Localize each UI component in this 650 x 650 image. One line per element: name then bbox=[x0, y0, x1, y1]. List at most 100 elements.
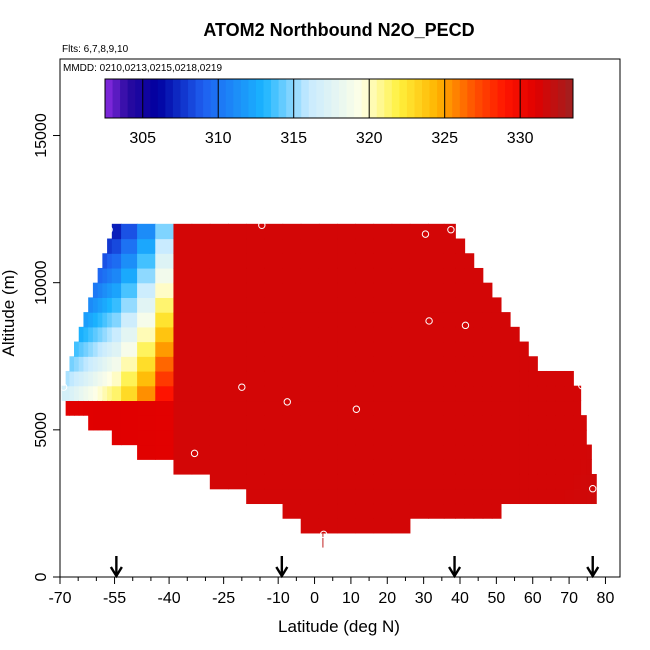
colorbar-segment bbox=[565, 79, 574, 118]
heatmap-cell bbox=[564, 385, 574, 402]
colorbar-segment bbox=[459, 79, 468, 118]
heatmap-cell bbox=[228, 473, 247, 490]
heatmap-cell bbox=[191, 253, 211, 269]
heatmap-cell bbox=[586, 444, 592, 460]
heatmap-cell bbox=[528, 429, 538, 446]
heatmap-cell bbox=[246, 238, 265, 254]
heatmap-cell bbox=[102, 400, 108, 416]
heatmap-cell bbox=[209, 238, 229, 254]
heatmap-cell bbox=[111, 415, 122, 431]
heatmap-cell bbox=[191, 370, 211, 387]
heatmap-cell bbox=[61, 385, 67, 402]
heatmap-cell bbox=[443, 400, 456, 416]
heatmap-cell bbox=[264, 238, 284, 254]
heatmap-cell bbox=[300, 385, 320, 402]
heatmap-cell bbox=[137, 238, 156, 254]
heatmap-cell bbox=[88, 370, 94, 387]
heatmap-cell bbox=[173, 312, 193, 328]
heatmap-cell bbox=[355, 400, 375, 416]
heatmap-cell bbox=[97, 385, 103, 402]
heatmap-cell bbox=[65, 370, 71, 387]
heatmap-cell bbox=[455, 473, 466, 490]
heatmap-cell bbox=[318, 370, 338, 387]
heatmap-cell bbox=[491, 429, 502, 446]
heatmap-cell bbox=[246, 444, 265, 460]
heatmap-cell bbox=[78, 370, 85, 387]
chart-title: ATOM2 Northbound N2O_PECD bbox=[203, 20, 474, 40]
colorbar-segment bbox=[172, 79, 181, 118]
heatmap-cell bbox=[191, 444, 211, 460]
heatmap-cell bbox=[121, 282, 138, 298]
heatmap-cell bbox=[74, 356, 80, 372]
direction-arrow bbox=[448, 556, 462, 579]
heatmap-cell bbox=[121, 415, 138, 431]
colorbar-segment bbox=[467, 79, 476, 118]
heatmap-cell bbox=[155, 370, 175, 387]
heatmap-cell bbox=[65, 400, 71, 416]
heatmap-cell bbox=[173, 253, 193, 269]
heatmap-cell bbox=[246, 400, 265, 416]
heatmap-cell bbox=[97, 415, 103, 431]
heatmap-cell bbox=[500, 370, 511, 387]
heatmap-cell bbox=[246, 370, 265, 387]
heatmap-cell bbox=[428, 253, 445, 269]
heatmap-cell bbox=[510, 385, 520, 402]
heatmap-cell bbox=[546, 459, 557, 475]
heatmap-cell bbox=[111, 297, 122, 313]
heatmap-cell bbox=[373, 326, 393, 343]
heatmap-cell bbox=[74, 385, 80, 402]
heatmap-cell bbox=[355, 253, 375, 269]
heatmap-cell bbox=[228, 341, 247, 357]
heatmap-cell bbox=[337, 488, 356, 505]
heatmap-cell bbox=[209, 267, 229, 284]
heatmap-cell bbox=[409, 473, 429, 490]
colorbar-segment bbox=[474, 79, 483, 118]
heatmap-cell bbox=[510, 488, 520, 505]
colorbar-segment bbox=[157, 79, 166, 118]
heatmap-cell bbox=[473, 297, 484, 313]
heatmap-cell bbox=[83, 312, 89, 328]
colorbar-segment bbox=[346, 79, 355, 118]
heatmap-cell bbox=[137, 429, 156, 446]
heatmap-cell bbox=[282, 488, 302, 505]
heatmap-cell bbox=[355, 503, 375, 519]
heatmap-cell bbox=[455, 400, 466, 416]
heatmap-cell bbox=[500, 444, 511, 460]
colorbar-segment bbox=[452, 79, 461, 118]
heatmap-cell bbox=[355, 267, 375, 284]
heatmap-cell bbox=[591, 473, 597, 490]
heatmap-cell bbox=[173, 282, 193, 298]
heatmap-cell bbox=[69, 400, 75, 416]
heatmap-cell bbox=[455, 385, 466, 402]
heatmap-cell bbox=[428, 356, 445, 372]
colorbar-segment bbox=[120, 79, 129, 118]
heatmap-cell bbox=[500, 400, 511, 416]
x-tick-label: 80 bbox=[597, 590, 615, 607]
colorbar-segment bbox=[278, 79, 287, 118]
heatmap-cell bbox=[228, 238, 247, 254]
y-axis: 0 5000 10000 15000 bbox=[33, 113, 60, 581]
heatmap-cell bbox=[137, 326, 156, 343]
heatmap-cell bbox=[191, 356, 211, 372]
heatmap-cell bbox=[409, 429, 429, 446]
heatmap-cell bbox=[555, 488, 566, 505]
colorbar-segment bbox=[444, 79, 453, 118]
heatmap-cell bbox=[155, 267, 175, 284]
heatmap-cell bbox=[78, 400, 85, 416]
heatmap-cell bbox=[443, 473, 456, 490]
heatmap-cell bbox=[111, 326, 122, 343]
heatmap-cell bbox=[69, 385, 75, 402]
colorbar-segment bbox=[361, 79, 370, 118]
colorbar-segment bbox=[527, 79, 536, 118]
heatmap-cell bbox=[282, 400, 302, 416]
heatmap-cell bbox=[191, 223, 211, 240]
heatmap-cell bbox=[373, 473, 393, 490]
heatmap-cell bbox=[580, 444, 587, 460]
heatmap-cell bbox=[537, 370, 547, 387]
heatmap-cell bbox=[318, 356, 338, 372]
heatmap-cell bbox=[337, 400, 356, 416]
heatmap-cell bbox=[137, 370, 156, 387]
heatmap-cell bbox=[428, 312, 445, 328]
heatmap-cell bbox=[318, 429, 338, 446]
colorbar-segment bbox=[165, 79, 174, 118]
